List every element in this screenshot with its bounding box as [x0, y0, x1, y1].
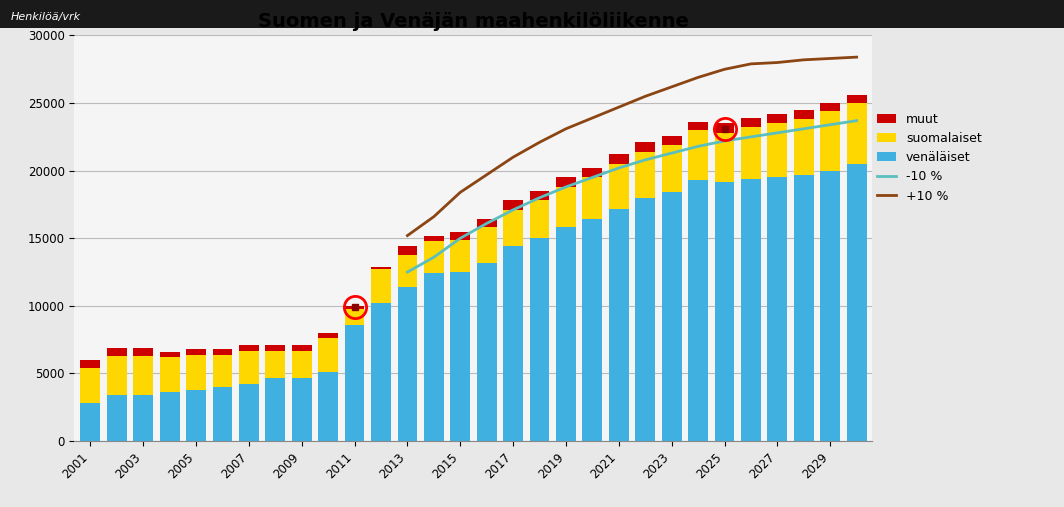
- Bar: [847, 164, 866, 441]
- Bar: [741, 118, 761, 127]
- Bar: [556, 228, 576, 441]
- Bar: [767, 177, 787, 441]
- Bar: [106, 348, 127, 356]
- Bar: [133, 395, 153, 441]
- Bar: [81, 403, 100, 441]
- Bar: [847, 103, 866, 164]
- Bar: [398, 255, 417, 287]
- Bar: [371, 269, 390, 303]
- Text: Henkilöä/vrk: Henkilöä/vrk: [11, 12, 81, 22]
- Bar: [847, 95, 866, 103]
- Bar: [635, 142, 655, 152]
- Bar: [81, 360, 100, 368]
- Bar: [635, 152, 655, 198]
- Bar: [530, 200, 549, 238]
- Bar: [662, 145, 682, 192]
- Bar: [318, 372, 338, 441]
- Bar: [239, 384, 259, 441]
- Bar: [265, 345, 285, 350]
- Bar: [530, 238, 549, 441]
- Bar: [239, 345, 259, 350]
- Bar: [213, 387, 232, 441]
- Bar: [160, 352, 180, 357]
- Bar: [160, 357, 180, 392]
- Bar: [106, 356, 127, 395]
- Bar: [265, 378, 285, 441]
- Bar: [371, 267, 390, 269]
- Bar: [186, 354, 206, 390]
- Bar: [820, 111, 841, 171]
- Bar: [345, 306, 365, 309]
- Bar: [741, 127, 761, 179]
- Bar: [318, 333, 338, 338]
- Legend: muut, suomalaiset, venäläiset, -10 %, +10 %: muut, suomalaiset, venäläiset, -10 %, +1…: [872, 107, 986, 208]
- Bar: [688, 130, 708, 180]
- Bar: [582, 177, 602, 220]
- Bar: [503, 246, 523, 441]
- Bar: [662, 135, 682, 145]
- Bar: [318, 338, 338, 372]
- Bar: [635, 198, 655, 441]
- Bar: [213, 349, 232, 354]
- Bar: [715, 133, 734, 182]
- Bar: [423, 241, 444, 273]
- Bar: [503, 210, 523, 246]
- Bar: [767, 114, 787, 123]
- Bar: [345, 309, 365, 325]
- Bar: [186, 349, 206, 354]
- Bar: [794, 175, 814, 441]
- Bar: [371, 303, 390, 441]
- Bar: [530, 191, 549, 200]
- Bar: [345, 325, 365, 441]
- Bar: [582, 168, 602, 177]
- Bar: [265, 350, 285, 378]
- Bar: [662, 192, 682, 441]
- Bar: [450, 240, 470, 272]
- Bar: [688, 180, 708, 441]
- Bar: [398, 287, 417, 441]
- Bar: [741, 179, 761, 441]
- Bar: [133, 348, 153, 356]
- Bar: [794, 119, 814, 175]
- Bar: [160, 392, 180, 441]
- Bar: [292, 350, 312, 378]
- Bar: [450, 272, 470, 441]
- Bar: [609, 155, 629, 164]
- Bar: [398, 246, 417, 255]
- Bar: [715, 182, 734, 441]
- Bar: [423, 273, 444, 441]
- Bar: [477, 263, 497, 441]
- Bar: [609, 208, 629, 441]
- Bar: [450, 232, 470, 240]
- Bar: [292, 345, 312, 350]
- Bar: [213, 354, 232, 387]
- Bar: [106, 395, 127, 441]
- Bar: [688, 122, 708, 130]
- Bar: [556, 177, 576, 187]
- Bar: [556, 187, 576, 228]
- Bar: [767, 123, 787, 177]
- Bar: [582, 220, 602, 441]
- Bar: [239, 350, 259, 384]
- Bar: [503, 200, 523, 210]
- Bar: [794, 110, 814, 119]
- Bar: [292, 378, 312, 441]
- Bar: [423, 236, 444, 241]
- Bar: [477, 228, 497, 263]
- Bar: [609, 164, 629, 208]
- Bar: [820, 171, 841, 441]
- Title: Suomen ja Venäjän maahenkilöliikenne: Suomen ja Venäjän maahenkilöliikenne: [259, 12, 688, 31]
- Bar: [81, 368, 100, 403]
- Bar: [715, 123, 734, 133]
- Bar: [477, 220, 497, 228]
- Bar: [186, 390, 206, 441]
- Bar: [133, 356, 153, 395]
- Bar: [820, 103, 841, 111]
